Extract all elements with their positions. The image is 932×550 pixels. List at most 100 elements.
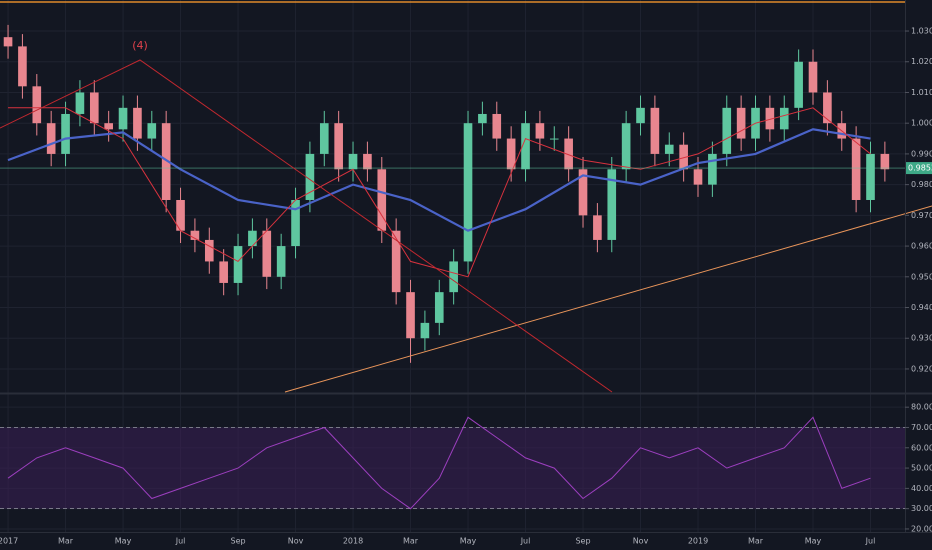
y-tick-label: 0.95000 [911,272,932,281]
y-tick-label: 70.00 [911,423,932,432]
candle-body [808,61,818,93]
candle-body [549,138,559,140]
candle-body [176,199,185,231]
candle-body [248,230,257,247]
x-tick-label: Mar [58,537,74,546]
y-tick-label: 40.00 [911,484,932,493]
candle-body [291,199,300,247]
candle-body [794,61,803,108]
last-price-label: 0.98539 [908,164,932,173]
trend-line [284,205,932,393]
y-tick-label: 60.00 [911,443,932,452]
candle-body [492,113,502,139]
candle-body [377,169,387,231]
moving-average [8,107,871,278]
y-tick-label: 0.96000 [911,242,932,251]
axes: 1.03000 1.02000 1.01000 1.00000 0.99000 0.980… [0,27,932,546]
candle-body [305,153,315,200]
candle-body [204,239,214,262]
y-tick-label: 80.00 [911,403,932,412]
candle-body [46,123,56,154]
candle-body [233,246,243,283]
candle-body [262,230,272,277]
candle-body [3,37,13,47]
candle-body [664,144,674,154]
candle-body [880,153,890,170]
candle-body [420,322,430,339]
x-tick-label: 2017 [0,537,18,546]
candle-body [161,123,171,200]
candle-body [89,92,99,124]
candle-body [276,246,286,277]
y-tick-label: 50.00 [911,464,932,473]
candle-body [765,107,775,130]
y-tick-label: 1.02000 [911,57,932,66]
candle-body [449,261,458,293]
y-tick-label: 20.00 [911,524,932,533]
candle-body [679,144,688,170]
candle-body [578,169,588,216]
candle-body [593,215,602,240]
x-tick-label: Nov [633,537,649,546]
x-tick-label: Mar [748,537,764,546]
marks [0,24,905,510]
candle-body [722,107,732,154]
candle-body [133,107,142,139]
candle-body [434,292,444,323]
candle-body [147,123,157,139]
candle-body [118,107,128,130]
candle-body [708,153,717,185]
candle-body [621,123,631,170]
x-tick-label: Sep [575,537,590,546]
y-tick-label: 0.97000 [911,211,932,220]
candle-body [463,123,473,262]
x-tick-label: Nov [288,537,304,546]
candle-body [535,123,545,139]
x-tick-label: 2018 [343,537,363,546]
candle-body [736,107,746,139]
y-tick-label: 0.98000 [911,180,932,189]
last-price-box [906,162,932,175]
candle-body [866,153,875,200]
y-tick-label: 1.03000 [911,27,932,36]
y-tick-label: 1.00000 [911,119,932,128]
y-tick-label: 0.92000 [911,364,932,373]
candle-body [61,113,70,154]
candle-body [506,138,516,170]
y-tick-label: 0.99000 [911,149,932,158]
candle-body [406,292,415,339]
candle-body [478,113,487,124]
x-tick-label: May [460,537,477,546]
x-tick-label: May [115,537,132,546]
candle-body [334,123,343,170]
candle-body [32,86,42,124]
candle-body [219,261,228,283]
candle-body [190,230,200,240]
candle-body [823,92,832,124]
candle-body [851,138,861,200]
wave-line [0,59,613,393]
y-tick-label: 1.01000 [911,88,932,97]
candle-body [18,46,27,87]
candle-body [75,92,85,114]
candle-body [636,107,645,124]
y-tick-label: 0.94000 [911,303,932,312]
rsi-line [7,416,871,510]
x-tick-label: Mar [403,537,419,546]
x-tick-label: Jul [520,537,531,546]
candle-body [319,123,329,154]
x-tick-label: Jul [175,537,186,546]
candle-body [391,230,401,293]
candle-body [693,169,703,185]
x-tick-label: 2019 [688,537,708,546]
rsi-band [0,427,905,509]
y-tick-label: 30.00 [911,504,932,513]
y-tick-label: 0.93000 [911,334,932,343]
candle-body [564,138,573,170]
candle-body [363,153,372,170]
candle-body [607,169,617,240]
candle-body [779,107,789,130]
x-tick-label: May [805,537,822,546]
candle-body [521,123,530,170]
